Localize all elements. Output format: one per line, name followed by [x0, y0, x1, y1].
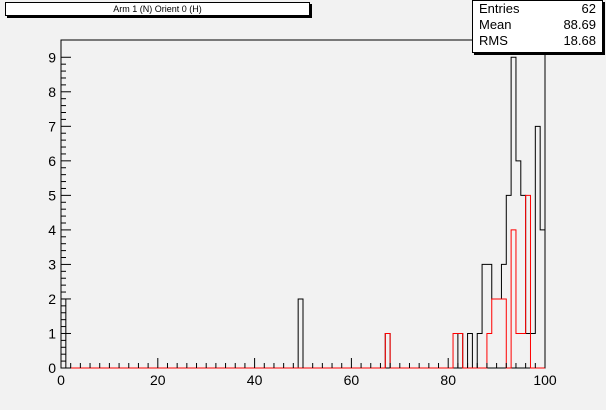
histogram-bin-s1-3: [487, 333, 492, 368]
histogram-bin-s0-1: [298, 299, 303, 368]
stat-row-rms: RMS 18.68: [479, 33, 596, 49]
y-tick-label: 2: [48, 291, 56, 307]
y-tick-label: 1: [48, 325, 56, 341]
x-tick-label: 40: [247, 372, 263, 388]
statistics-box: Entries 62 Mean 88.69 RMS 18.68: [472, 0, 603, 53]
x-tick-label: 60: [344, 372, 360, 388]
y-tick-label: 4: [48, 222, 56, 238]
x-tick-label: 80: [440, 372, 456, 388]
stat-label-rms: RMS: [479, 33, 508, 48]
stat-label-entries: Entries: [479, 1, 520, 16]
histogram-title: Arm 1 (N) Orient 0 (H): [5, 2, 310, 16]
histogram-bin-s0-4: [468, 333, 473, 368]
histogram-bin-s0-18: [540, 230, 545, 368]
histogram-bin-s1-5: [497, 299, 502, 368]
stat-row-entries: Entries 62: [479, 1, 596, 17]
histogram-bin-s1-1: [453, 333, 458, 368]
histogram-bin-s1-4: [492, 299, 497, 368]
y-tick-label: 3: [48, 256, 56, 272]
x-tick-label: 100: [533, 372, 557, 388]
y-tick-label: 8: [48, 84, 56, 100]
stat-value-mean: 88.69: [563, 17, 596, 32]
histogram-bin-s0-17: [535, 126, 540, 368]
histogram-bin-s0-11: [506, 195, 511, 368]
histogram-bin-s0-16: [530, 333, 535, 368]
histogram-bin-s0-5: [477, 333, 482, 368]
y-tick-label: 7: [48, 118, 56, 134]
y-tick-label: 0: [48, 360, 56, 376]
histogram-bin-s0-6: [482, 264, 487, 368]
histogram-bin-s1-10: [526, 195, 531, 368]
y-tick-label: 6: [48, 153, 56, 169]
histogram-bin-s1-2: [458, 333, 463, 368]
x-tick-label: 20: [150, 372, 166, 388]
histogram-bin-s1-8: [516, 333, 521, 368]
histogram-bin-s1-7: [511, 230, 516, 368]
histogram-bin-s1-6: [501, 299, 506, 368]
stat-row-mean: Mean 88.69: [479, 17, 596, 33]
histogram-bin-s1-9: [521, 333, 526, 368]
histogram-bin-s1-0: [385, 333, 390, 368]
stat-label-mean: Mean: [479, 17, 512, 32]
stat-value-rms: 18.68: [563, 33, 596, 48]
y-tick-label: 5: [48, 187, 56, 203]
histogram-series-1: [61, 194, 545, 369]
stat-value-entries: 62: [581, 1, 596, 16]
x-tick-label: 0: [57, 372, 65, 388]
y-tick-label: 9: [48, 49, 56, 65]
